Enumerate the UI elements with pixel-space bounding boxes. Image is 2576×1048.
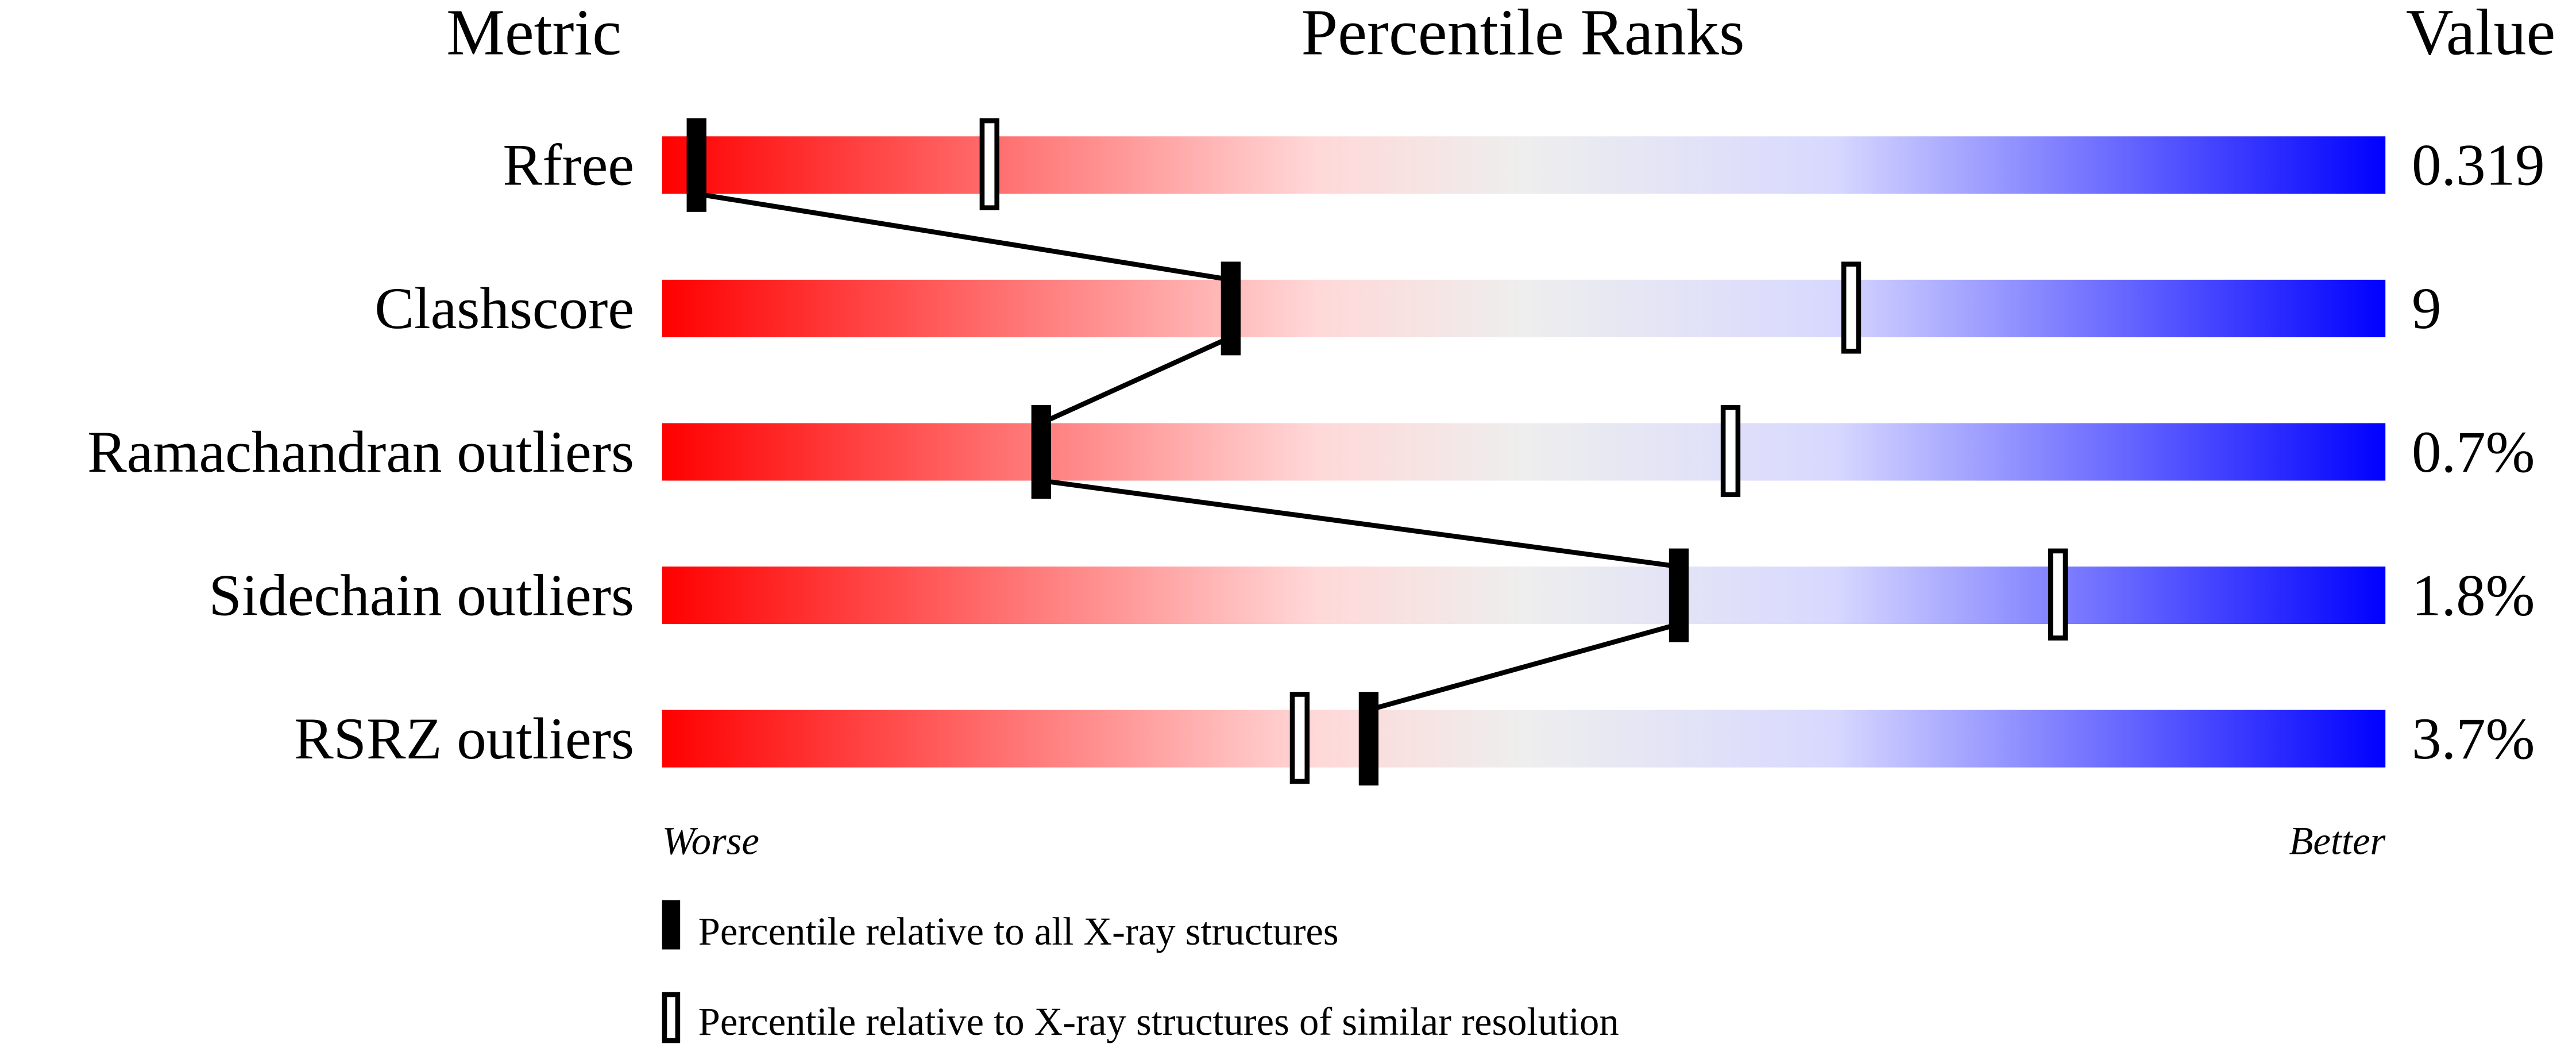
metric-value: 1.8% — [2412, 562, 2535, 628]
gradient-bar — [662, 279, 2386, 337]
legend-label-similar: Percentile relative to X-ray structures … — [698, 1000, 1619, 1043]
better-label: Better — [2289, 819, 2385, 863]
connector-line — [1041, 478, 1679, 569]
metric-label: Rfree — [503, 133, 634, 198]
metric-label: Ramachandran outliers — [87, 419, 634, 485]
all-structures-marker — [1669, 548, 1689, 642]
all-structures-marker — [1031, 405, 1051, 499]
connector-line — [1040, 335, 1232, 426]
header-metric: Metric — [446, 0, 621, 68]
gradient-bar — [662, 423, 2386, 481]
connector-line — [1368, 621, 1680, 712]
all-structures-marker — [1221, 261, 1241, 356]
similar-resolution-marker — [1720, 405, 1741, 498]
metric-value: 0.319 — [2412, 133, 2545, 198]
legend-label-all: Percentile relative to all X-ray structu… — [698, 910, 1339, 953]
header-percentile-ranks: Percentile Ranks — [1301, 0, 1745, 68]
similar-resolution-marker — [1289, 692, 1310, 784]
metric-label: Clashscore — [374, 276, 634, 341]
gradient-bar — [662, 567, 2386, 625]
similar-resolution-marker — [1841, 261, 1861, 354]
metric-label: RSRZ outliers — [294, 706, 634, 772]
all-structures-marker — [1358, 692, 1379, 786]
similar-resolution-marker — [979, 118, 999, 210]
worse-label: Worse — [662, 819, 759, 863]
legend-open-marker-icon — [662, 992, 681, 1043]
metric-value: 9 — [2412, 276, 2441, 341]
connector-line — [696, 191, 1231, 283]
legend-filled-marker-icon — [662, 900, 681, 950]
similar-resolution-marker — [2048, 548, 2068, 641]
header-value: Value — [2406, 0, 2555, 68]
metric-value: 0.7% — [2412, 419, 2535, 485]
metric-value: 3.7% — [2412, 706, 2535, 772]
gradient-bar — [662, 136, 2386, 194]
gradient-bar — [662, 710, 2386, 768]
metric-label: Sidechain outliers — [208, 562, 634, 628]
all-structures-marker — [686, 118, 706, 212]
